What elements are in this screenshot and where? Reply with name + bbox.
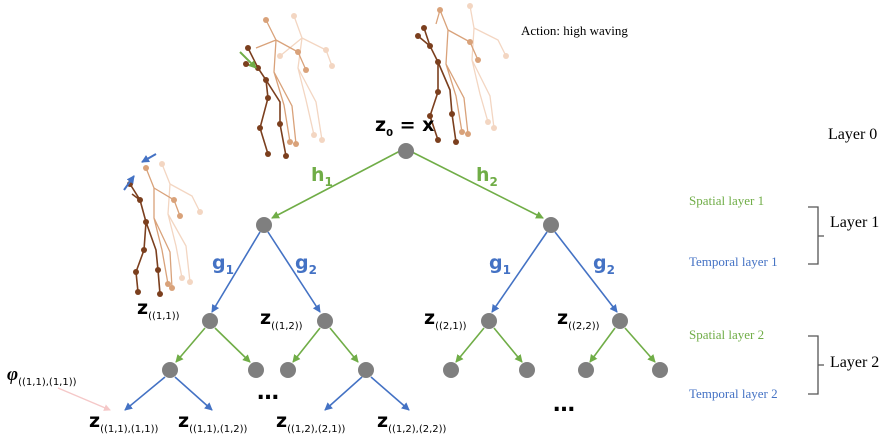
node-label-z12: z((1,2)) [260, 307, 303, 332]
edge-z21-a [455, 327, 485, 363]
edge-l-g2 [267, 231, 321, 313]
node-label-z22: z((2,2)) [557, 307, 600, 332]
nodes [162, 143, 668, 378]
layer-0-label: Layer 0 [828, 126, 878, 143]
node-label-z1222: z((1,2),(2,2)) [377, 410, 447, 435]
node-l3-7 [578, 362, 594, 378]
edge-l3-b [174, 376, 213, 411]
edge-z22-a [589, 327, 616, 363]
node-label-z11: z((1,1)) [137, 297, 180, 322]
ellipsis-middle: … [257, 380, 281, 405]
node-l3-3 [280, 362, 296, 378]
edge-label-h1: h1 [311, 164, 333, 189]
node-l1-left [256, 217, 272, 233]
node-z12 [317, 313, 333, 329]
edge-l3-c [324, 376, 363, 411]
edge-r-g1 [491, 231, 548, 313]
node-l3-5 [443, 362, 459, 378]
bracket-layer-2 [808, 335, 824, 395]
edge-z12-a [292, 327, 321, 363]
edge-r-g2 [554, 231, 618, 313]
edge-l3-a [124, 376, 166, 411]
edge-root-left [271, 150, 401, 219]
node-l3-4 [358, 362, 374, 378]
action-label: Action: high waving [521, 23, 628, 38]
edge-l-g1 [211, 231, 261, 313]
edge-z11-b [214, 327, 251, 363]
node-l3-6 [519, 362, 535, 378]
root-label-main: z [375, 114, 387, 136]
spatial-layer-2-label: Spatial layer 2 [689, 327, 765, 342]
edge-l3-d [370, 376, 410, 411]
node-l3-1 [162, 362, 178, 378]
edge-label-h2: h2 [476, 164, 498, 189]
edge-root-right [409, 150, 544, 219]
edge-label-g2-right: g2 [593, 252, 615, 277]
node-root [398, 143, 414, 159]
root-label: z0 = x [375, 114, 434, 139]
edge-label-g1-left: g1 [212, 252, 234, 277]
skeleton-figure-c [123, 153, 203, 297]
skeleton-figure-b [415, 3, 509, 145]
skeleton-figure-a [239, 13, 335, 159]
node-z21 [481, 313, 497, 329]
node-l1-right [543, 217, 559, 233]
node-label-z1111: z((1,1),(1,1)) [89, 410, 159, 435]
temporal-layer-2-label: Temporal layer 2 [689, 386, 778, 401]
node-z22 [612, 313, 628, 329]
edge-z11-a [175, 327, 206, 363]
node-label-z1221: z((1,2),(2,1)) [276, 410, 346, 435]
phi-label: φ((1,1),(1,1)) [7, 364, 77, 388]
edge-z22-b [624, 327, 656, 363]
edge-z12-b [329, 327, 359, 363]
edge-z21-b [493, 327, 523, 363]
phi-pointer [57, 387, 111, 411]
layer-1-label: Layer 1 [830, 214, 880, 231]
node-label-z21: z((2,1)) [424, 307, 467, 332]
temporal-layer-1-label: Temporal layer 1 [689, 254, 778, 269]
node-label-z1112: z((1,1),(1,2)) [178, 410, 248, 435]
node-z11 [202, 313, 218, 329]
edges [57, 150, 656, 411]
root-label-rest: = x [393, 114, 435, 136]
bracket-layer-1 [808, 206, 824, 265]
edge-label-g1-right: g1 [489, 252, 511, 277]
node-l3-2 [248, 362, 264, 378]
root-label-sub: 0 [386, 127, 394, 139]
layer-2-label: Layer 2 [830, 354, 880, 371]
node-l3-8 [652, 362, 668, 378]
edge-label-g2-left: g2 [295, 252, 317, 277]
spatial-layer-1-label: Spatial layer 1 [689, 193, 765, 208]
ellipsis-bottom-right: … [553, 392, 577, 417]
